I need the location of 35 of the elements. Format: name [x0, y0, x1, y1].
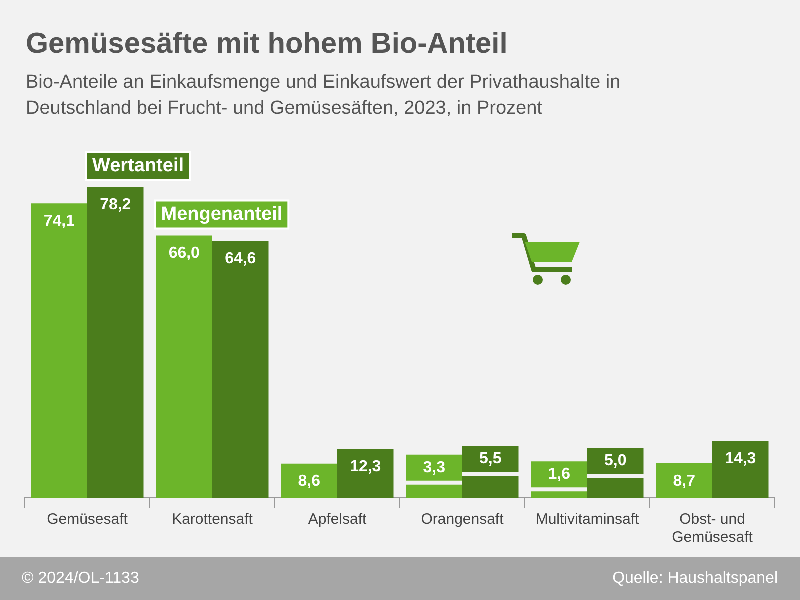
data-label: 78,2: [100, 196, 132, 214]
x-tick-label: Orangensaft: [421, 511, 505, 528]
bar: [281, 464, 338, 498]
bar: [406, 484, 462, 498]
bar: [88, 187, 144, 498]
bar: [656, 463, 712, 498]
x-tick-label: Obst- und Gemüsesaft: [672, 511, 754, 546]
data-label: 1,6: [548, 466, 571, 484]
bar: [462, 476, 519, 498]
bar: [712, 441, 769, 498]
source-note: Quelle: Haushaltspanel: [612, 570, 778, 588]
chart-title: Gemüsesäfte mit hohem Bio-Anteil: [26, 28, 508, 61]
data-label: 8,7: [673, 472, 696, 490]
bar: [212, 241, 269, 498]
data-label: 64,6: [225, 250, 256, 268]
bar: [531, 492, 588, 498]
bar: [338, 449, 394, 498]
data-label: 14,3: [725, 450, 756, 468]
bar: [31, 204, 88, 498]
data-label: 12,3: [350, 458, 382, 476]
x-tick-label: Karottensaft: [172, 511, 254, 528]
data-label: 74,1: [44, 212, 76, 230]
series-label: Mengenanteil: [161, 204, 283, 225]
text: © 2024/OL-1133: [22, 570, 140, 588]
data-label: 3,3: [423, 459, 446, 476]
data-label: 8,6: [298, 473, 321, 490]
data-label: 66,0: [168, 245, 200, 262]
series-label: Wertanteil: [92, 156, 184, 177]
data-label: 5,0: [604, 452, 627, 470]
x-tick-label: Gemüsesaft: [47, 511, 129, 528]
chart-subtitle: Bio-Anteile an Einkaufsmenge und Einkaufswert der Privathaushalte in Deutschland bei Frucht- und Gemüsesäften, 2023, in Prozent: [26, 71, 622, 121]
bar: [156, 236, 212, 498]
data-label: 5,5: [480, 450, 502, 468]
x-tick-label: Multivitaminsaft: [536, 511, 640, 528]
x-tick-label: Apfelsaft: [308, 511, 368, 528]
